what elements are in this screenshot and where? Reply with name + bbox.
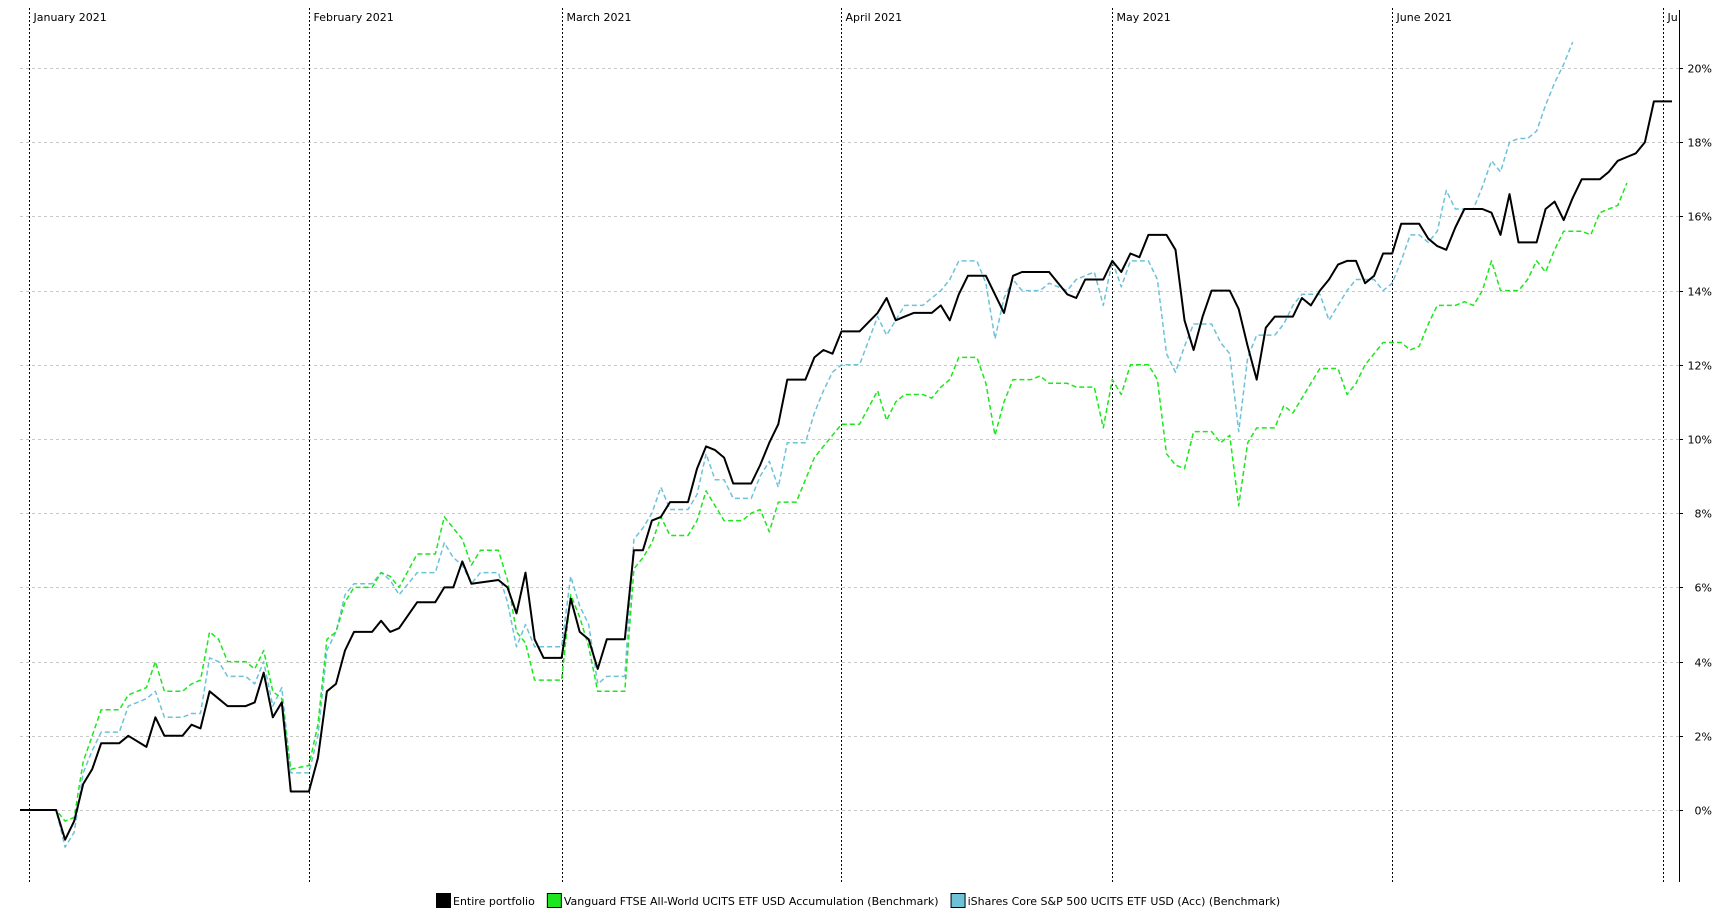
y-tick-label: 2% [1695,731,1712,744]
month-label: June 2021 [1396,11,1452,24]
month-markers: January 2021 February 2021 March 2021 April… [29,8,1719,882]
y-tick-label: 14% [1688,286,1712,299]
legend-item: iShares Core S&P 500 UCITS ETF USD (Acc)… [950,893,1281,908]
legend-swatch [950,893,966,908]
legend-swatch [436,893,451,908]
legend-label: Entire portfolio [453,895,535,908]
y-axis-ticks: 0% 2% 4% 6% 8% 10% 12% 14% 16% 18% 20% [1679,63,1712,818]
y-tick-label: 12% [1688,360,1712,373]
legend-label: Vanguard FTSE All-World UCITS ETF USD Ac… [564,895,939,908]
y-tick-label: 8% [1695,508,1712,521]
month-label: February 2021 [314,11,394,24]
legend-label: iShares Core S&P 500 UCITS ETF USD (Acc)… [968,895,1281,908]
month-label: January 2021 [33,11,107,24]
month-label: May 2021 [1117,11,1171,24]
y-tick-label: 18% [1688,137,1712,150]
y-tick-label: 0% [1695,805,1712,818]
series-lines [20,41,1672,848]
legend-swatch [546,893,562,908]
y-tick-label: 4% [1695,657,1712,670]
y-tick-label: 10% [1688,434,1712,447]
legend-item: Vanguard FTSE All-World UCITS ETF USD Ac… [546,893,939,908]
y-tick-label: 6% [1695,582,1712,595]
series-line-vanguard-ftse-all-world [20,182,1628,822]
series-line-ishares-core-sp500 [20,41,1574,848]
gridlines [20,68,1679,811]
month-label: July 2021 [1667,11,1719,24]
y-tick-label: 20% [1688,63,1712,76]
legend-item: Entire portfolio [436,893,535,908]
series-line-entire-portfolio [20,100,1672,841]
y-tick-label: 16% [1688,211,1712,224]
month-label: April 2021 [846,11,903,24]
legend: Entire portfolio Vanguard FTSE All-World … [436,893,1281,908]
month-label: March 2021 [567,11,632,24]
